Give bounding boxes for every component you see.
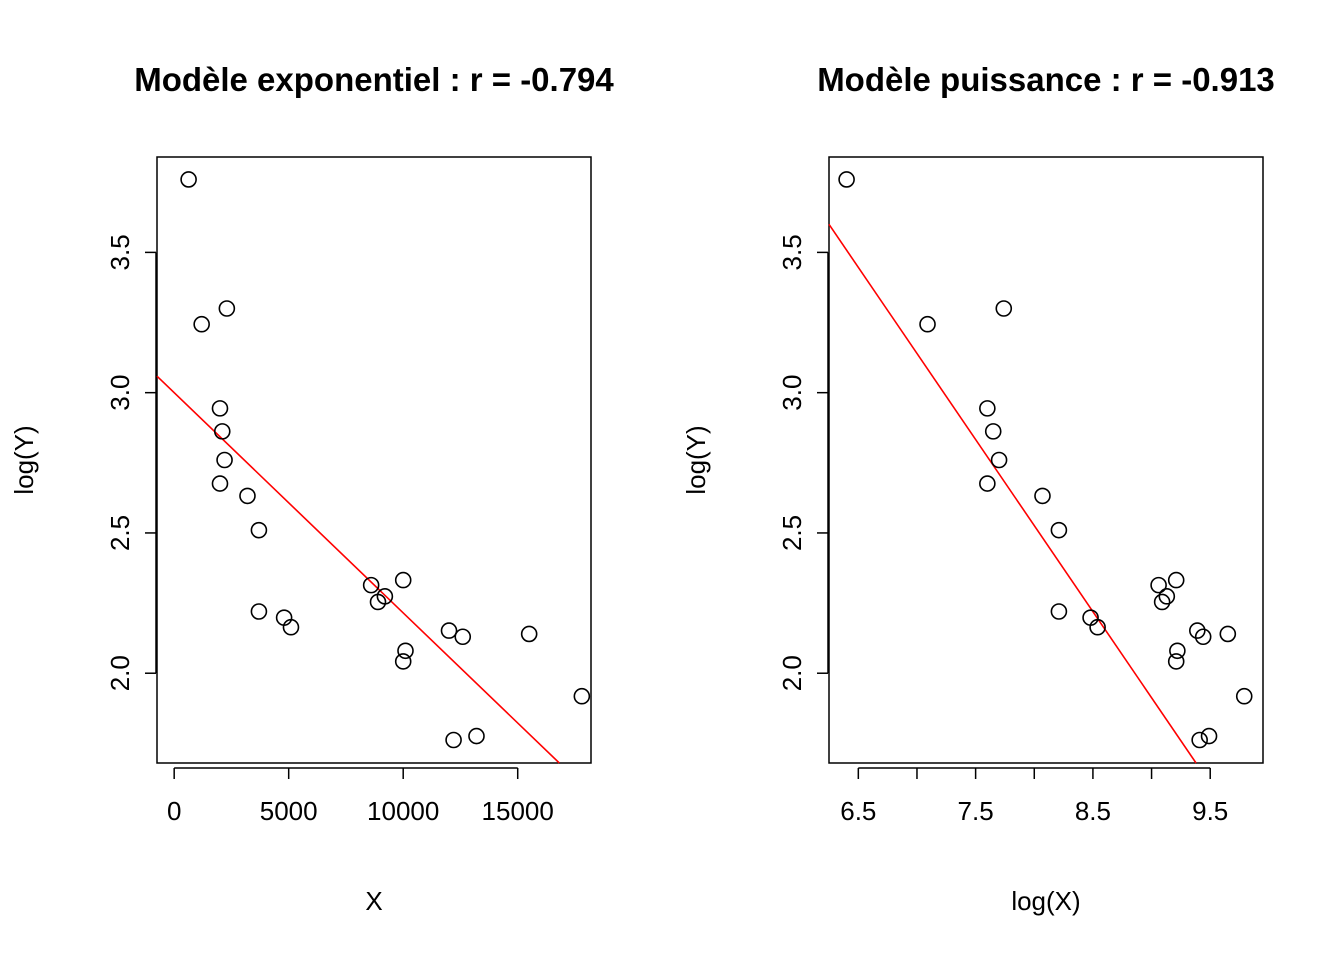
data-point (838, 171, 855, 188)
regression-line-group (156, 375, 560, 764)
y-tick-label: 3.5 (777, 234, 807, 270)
x-tick-label: 15000 (482, 796, 554, 826)
scatter-points (838, 171, 1253, 749)
y-axis: 2.0 2.5 3.0 3.5 (777, 234, 829, 691)
x-axis-label: log(X) (1011, 886, 1080, 916)
data-point (1089, 618, 1106, 636)
exponential-model-panel: Modèle exponentiel : r = -0.794 X log(Y)… (9, 61, 614, 916)
scatter-points (180, 171, 591, 749)
data-point (376, 588, 394, 605)
data-point (362, 576, 380, 594)
y-tick-label: 3.5 (105, 234, 135, 270)
data-point (193, 315, 210, 333)
data-point (995, 300, 1013, 317)
data-point (282, 618, 300, 636)
x-tick-label: 9.5 (1192, 796, 1228, 826)
data-point (397, 642, 414, 660)
y-tick-label: 3.0 (777, 375, 807, 411)
data-point (211, 475, 229, 492)
y-tick-label: 2.0 (777, 655, 807, 691)
data-point (1150, 576, 1167, 594)
data-point (239, 487, 256, 505)
regression-line (828, 223, 1197, 764)
data-point (213, 423, 231, 440)
data-point (1219, 625, 1237, 643)
x-tick-label: 6.5 (840, 796, 876, 826)
x-tick-label: 8.5 (1075, 796, 1111, 826)
data-point (1189, 622, 1206, 639)
data-point (218, 300, 236, 317)
data-point (1167, 571, 1185, 589)
plot-frame (828, 156, 1264, 764)
data-point (468, 727, 485, 745)
data-point (979, 400, 996, 417)
data-point (1235, 687, 1253, 705)
y-tick-label: 2.0 (105, 655, 135, 691)
data-point (445, 731, 462, 749)
data-point (1169, 642, 1186, 660)
y-tick-label: 2.5 (777, 515, 807, 551)
y-axis: 2.0 2.5 3.0 3.5 (105, 234, 157, 691)
data-point (520, 625, 538, 643)
data-point (394, 571, 412, 589)
data-point (1167, 653, 1185, 670)
data-point (250, 521, 268, 539)
data-point (1153, 593, 1171, 611)
chart-title: Modèle puissance : r = -0.913 (817, 61, 1275, 98)
y-tick-label: 2.5 (105, 515, 135, 551)
chart-title: Modèle exponentiel : r = -0.794 (134, 61, 614, 98)
x-tick-label: 10000 (367, 796, 439, 826)
power-model-panel: Modèle puissance : r = -0.913 log(X) log… (681, 61, 1275, 916)
data-point (211, 400, 229, 417)
data-point (919, 315, 936, 333)
x-tick-label: 7.5 (958, 796, 994, 826)
data-point (1050, 603, 1068, 620)
y-axis-label: log(Y) (681, 425, 711, 494)
x-tick-label: 0 (167, 796, 181, 826)
regression-line (156, 375, 560, 764)
data-point (1050, 521, 1068, 539)
x-axis-label: X (365, 886, 382, 916)
plot-frame (156, 156, 592, 764)
regression-line-group (828, 223, 1197, 764)
y-axis-label: log(Y) (9, 425, 39, 494)
data-point (1194, 628, 1212, 646)
data-point (573, 687, 591, 705)
data-point (216, 451, 233, 469)
data-point (1158, 588, 1176, 605)
data-point (454, 628, 472, 646)
data-point (1034, 487, 1051, 505)
x-tick-label: 5000 (260, 796, 318, 826)
data-point (979, 475, 996, 492)
data-point (1191, 731, 1208, 749)
data-point (440, 622, 458, 639)
data-point (250, 603, 268, 620)
data-point (394, 653, 412, 670)
data-point (180, 171, 197, 188)
x-axis: 0 5000 10000 15000 (167, 767, 554, 826)
data-point (990, 451, 1008, 469)
data-point (984, 423, 1002, 440)
x-axis: 6.5 7.5 8.5 9.5 (840, 767, 1228, 826)
data-point (1200, 727, 1218, 745)
y-tick-label: 3.0 (105, 375, 135, 411)
